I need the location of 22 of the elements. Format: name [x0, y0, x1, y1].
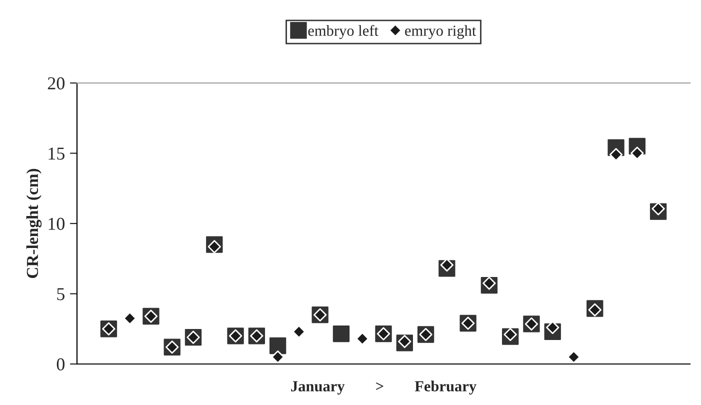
- legend-label: emryo right: [405, 25, 476, 40]
- point: [332, 325, 350, 342]
- legend-label: embryo left: [308, 24, 378, 40]
- point: [271, 350, 284, 364]
- point: [356, 332, 369, 346]
- point: [630, 146, 644, 160]
- y-tick-label: 0: [56, 358, 65, 370]
- y-tick-label: 10: [48, 218, 65, 230]
- point: [292, 325, 306, 338]
- point: [546, 320, 560, 334]
- point: [398, 334, 412, 348]
- y-axis-title: CR-lenght (cm): [26, 168, 42, 278]
- y-tick-label: 5: [57, 288, 64, 300]
- point: [440, 258, 454, 272]
- y-tick-label: 20: [48, 77, 65, 90]
- y-tick-label: 15: [48, 148, 64, 160]
- point: [567, 350, 580, 364]
- point: [609, 148, 623, 162]
- x-axis-title: January > February: [291, 380, 476, 395]
- point: [269, 337, 286, 354]
- point: [504, 328, 517, 342]
- point: [123, 312, 136, 325]
